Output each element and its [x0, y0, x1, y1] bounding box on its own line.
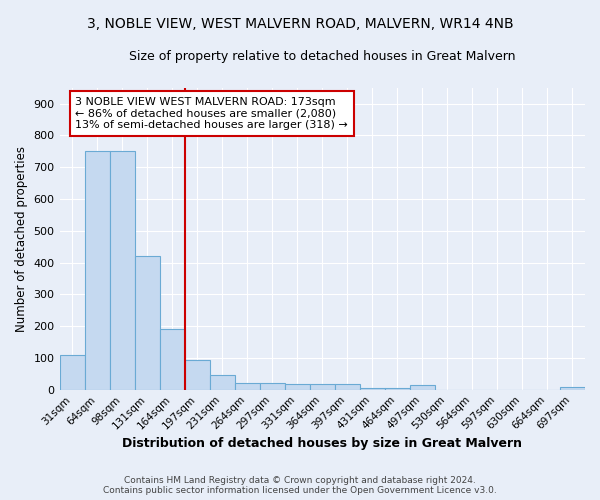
Bar: [160, 330, 185, 390]
Bar: [310, 384, 335, 390]
Text: 3 NOBLE VIEW WEST MALVERN ROAD: 173sqm
← 86% of detached houses are smaller (2,0: 3 NOBLE VIEW WEST MALVERN ROAD: 173sqm ←…: [76, 97, 348, 130]
Bar: [560, 387, 585, 390]
Bar: [110, 152, 134, 390]
Title: Size of property relative to detached houses in Great Malvern: Size of property relative to detached ho…: [129, 50, 515, 63]
Bar: [335, 384, 360, 390]
Bar: [134, 256, 160, 390]
Bar: [260, 382, 285, 390]
Bar: [185, 360, 209, 390]
X-axis label: Distribution of detached houses by size in Great Malvern: Distribution of detached houses by size …: [122, 437, 522, 450]
Y-axis label: Number of detached properties: Number of detached properties: [15, 146, 28, 332]
Bar: [285, 384, 310, 390]
Bar: [410, 385, 435, 390]
Bar: [85, 152, 110, 390]
Bar: [59, 355, 85, 390]
Bar: [385, 388, 410, 390]
Bar: [360, 388, 385, 390]
Bar: [235, 382, 260, 390]
Bar: [209, 375, 235, 390]
Text: 3, NOBLE VIEW, WEST MALVERN ROAD, MALVERN, WR14 4NB: 3, NOBLE VIEW, WEST MALVERN ROAD, MALVER…: [86, 18, 514, 32]
Text: Contains HM Land Registry data © Crown copyright and database right 2024.
Contai: Contains HM Land Registry data © Crown c…: [103, 476, 497, 495]
